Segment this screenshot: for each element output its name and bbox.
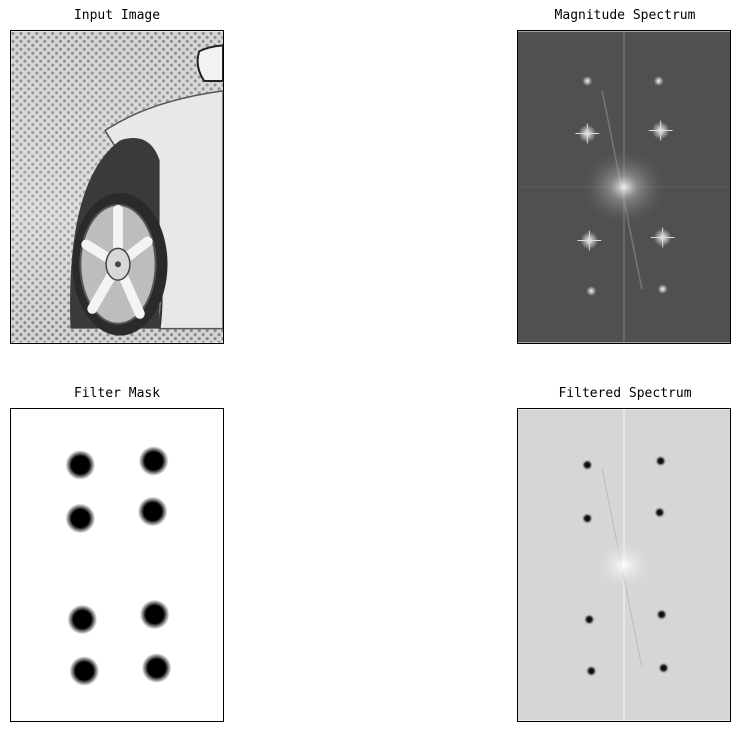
- filter-mask-panel: [10, 408, 224, 722]
- input-image-car-photo: [11, 31, 223, 343]
- magnitude-spectrum-panel: [517, 30, 731, 344]
- input-image-panel: [10, 30, 224, 344]
- magnitude-spectrum-title: Magnitude Spectrum: [554, 8, 696, 23]
- filtered-spectrum-panel: [517, 408, 731, 722]
- filtered-spectrum-image: [518, 409, 730, 721]
- filter-mask-title: Filter Mask: [73, 386, 161, 401]
- magnitude-spectrum-image: [518, 31, 730, 343]
- filter-mask-image: [11, 409, 223, 721]
- input-image-title: Input Image: [73, 8, 161, 23]
- filtered-spectrum-title: Filtered Spectrum: [558, 386, 692, 401]
